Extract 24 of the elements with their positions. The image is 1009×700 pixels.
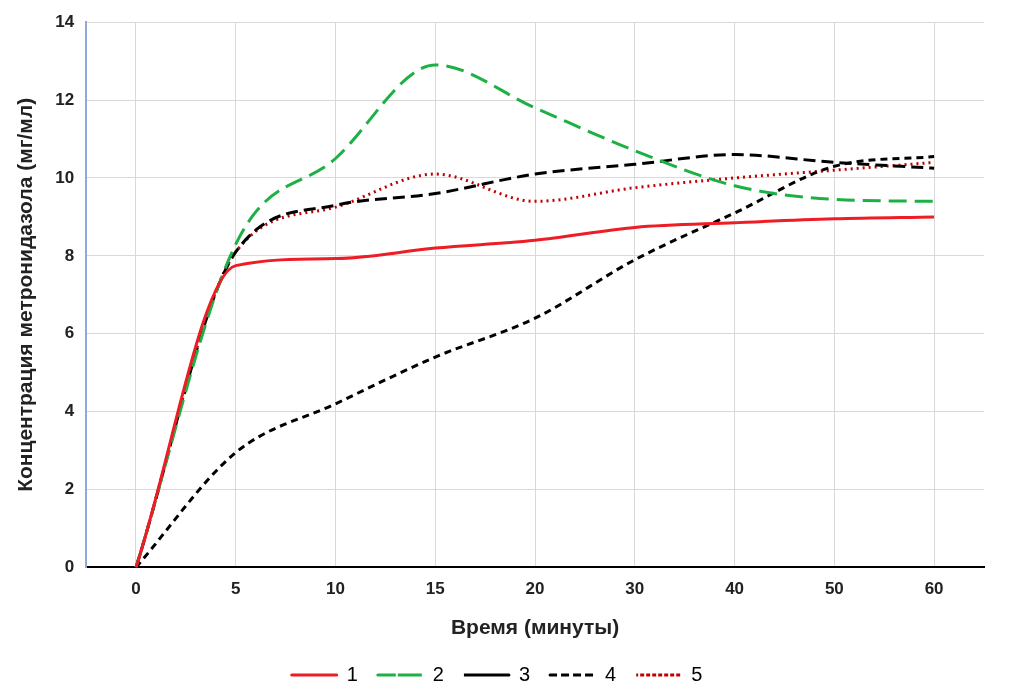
y-tick-label: 6 — [64, 323, 75, 343]
x-tick-label: 50 — [824, 579, 844, 599]
legend-label: 3 — [518, 662, 531, 685]
legend-label: 1 — [346, 662, 358, 685]
x-tick-label: 20 — [525, 579, 545, 599]
legend-label: 4 — [605, 662, 617, 685]
y-axis-title: Концентрация метронидазола (мг/мл) — [13, 97, 37, 492]
x-tick-label: 60 — [924, 579, 944, 599]
y-tick-label: 2 — [64, 479, 75, 499]
x-axis-title: Время (минуты) — [450, 615, 620, 639]
x-tick-label: 30 — [625, 579, 645, 599]
y-tick-label: 10 — [55, 167, 75, 187]
y-tick-label: 0 — [64, 557, 75, 577]
x-tick-label: 0 — [131, 579, 141, 599]
x-tick-label: 15 — [425, 579, 445, 599]
y-tick-label: 12 — [55, 89, 75, 109]
legend-label: 2 — [432, 662, 444, 685]
y-tick-label: 4 — [64, 401, 75, 421]
y-tick-label: 8 — [64, 245, 75, 265]
x-tick-label: 10 — [326, 579, 345, 599]
x-tick-label: 5 — [231, 579, 241, 599]
x-tick-label: 40 — [725, 579, 745, 599]
legend-label: 5 — [691, 662, 703, 685]
y-tick-label: 14 — [55, 11, 75, 31]
